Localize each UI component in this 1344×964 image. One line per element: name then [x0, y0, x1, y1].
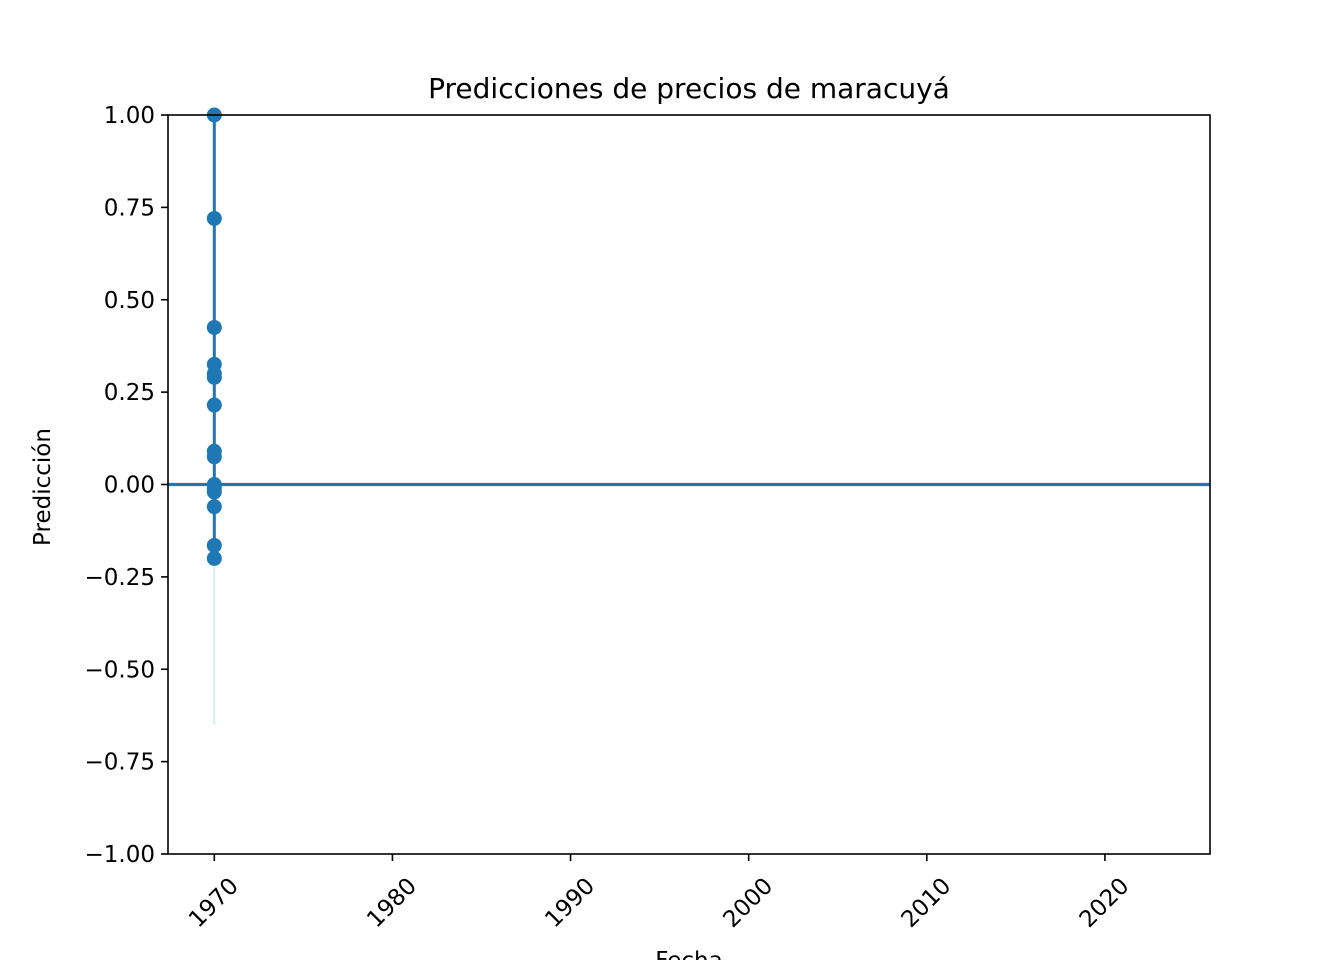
y-axis: 1.00 0.75 0.50 0.25 0.00 −0.25 −0.50 −0.75 −1.00 [85, 103, 168, 868]
y-tick-label-3: 0.25 [104, 380, 155, 406]
x-tick-label-2: 1990 [540, 873, 600, 933]
data-point-1 [206, 210, 222, 226]
y-axis-label: Predicción [30, 428, 56, 546]
x-tick-label-4: 2010 [897, 873, 957, 933]
y-tick-label-7: −0.75 [85, 750, 155, 776]
data-point-5 [206, 369, 222, 385]
chart-title: Predicciones de precios de maracuyá [428, 72, 950, 105]
y-tick-label-6: −0.50 [85, 657, 155, 683]
data-point-6 [206, 397, 222, 413]
data-point-11 [206, 499, 222, 515]
x-tick-label-3: 2000 [718, 873, 778, 933]
data-point-2 [206, 319, 222, 335]
x-tick-label-1: 1980 [362, 873, 422, 933]
x-tick-label-5: 2020 [1075, 873, 1135, 933]
y-tick-label-8: −1.00 [85, 842, 155, 868]
series-layer [206, 107, 222, 566]
data-point-12 [206, 537, 222, 553]
y-tick-label-0: 1.00 [104, 103, 155, 129]
y-tick-label-4: 0.00 [104, 473, 155, 499]
data-point-14 [206, 477, 222, 492]
x-tick-label-0: 1970 [184, 873, 244, 933]
data-point-13 [206, 550, 222, 566]
y-tick-label-2: 0.50 [104, 288, 155, 314]
y-tick-label-5: −0.25 [85, 565, 155, 591]
data-point-8 [206, 449, 222, 465]
y-tick-label-1: 0.75 [104, 195, 155, 221]
x-axis: 1970 1980 1990 2000 2010 2020 [184, 854, 1134, 933]
x-axis-label: Fecha [655, 948, 722, 960]
